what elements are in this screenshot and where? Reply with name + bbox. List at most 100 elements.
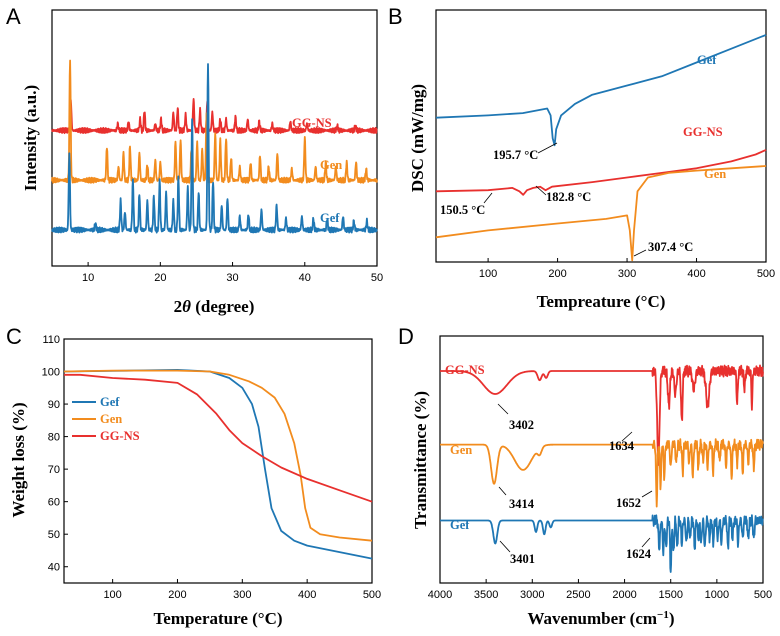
- panel-a-x-label-prefix: 2: [174, 297, 183, 316]
- annotation-307-4: 307.4 °C: [648, 240, 693, 254]
- y-tick-label: 80: [48, 432, 60, 444]
- y-tick-label: 110: [42, 334, 60, 346]
- series-label-gg-ns: GG-NS: [292, 116, 332, 130]
- panel-a-series: [51, 59, 378, 234]
- annotation-195-7: 195.7 °C: [493, 148, 538, 162]
- panel-a-frame: [51, 9, 378, 267]
- annotation-leader: [641, 537, 651, 548]
- panel-c: C 100 200 300 400 500 40 50 60 70 80 90 100 110 Gef…: [6, 324, 381, 628]
- y-tick-label: 50: [48, 529, 60, 541]
- series-label-gg-ns: GG-NS: [445, 363, 485, 377]
- panel-b-y-axis-label: DSC (mW/mg): [408, 84, 427, 192]
- annotation-3414: 3414: [509, 497, 535, 511]
- annotation-150-5: 150.5 °C: [440, 203, 485, 217]
- panel-c-legend: Gef Gen GG-NS: [72, 395, 140, 443]
- annotation-leader: [621, 431, 633, 442]
- series-line-gen: [435, 165, 767, 262]
- y-tick-label: 100: [42, 367, 60, 379]
- x-tick-label: 50: [371, 272, 383, 284]
- x-tick-label: 500: [363, 589, 381, 601]
- y-tick-label: 70: [48, 464, 60, 476]
- panel-a-y-axis-label: Intensity (a.u.): [21, 85, 40, 191]
- panel-d-x-axis-label: Wavenumber (cm−1): [528, 609, 675, 628]
- panel-a-x-axis-label: 2θ (degree): [174, 297, 255, 316]
- panel-b-label: B: [388, 4, 403, 29]
- x-tick-label: 1500: [658, 589, 682, 601]
- annotation-3402: 3402: [509, 418, 534, 432]
- legend-label-gen: Gen: [100, 412, 122, 426]
- legend-label-gg-ns: GG-NS: [100, 429, 140, 443]
- series-label-gef: Gef: [450, 518, 470, 532]
- x-tick-label: 500: [754, 589, 772, 601]
- annotation-3401: 3401: [510, 552, 535, 566]
- panel-b-x-ticks: 100 200 300 400 500: [479, 258, 775, 280]
- panel-c-x-ticks: 100 200 300 400 500: [103, 579, 381, 601]
- annotation-leader: [498, 486, 507, 496]
- series-line-gen: [63, 369, 373, 542]
- panel-a-x-ticks: 10 20 30 40 50: [82, 262, 383, 284]
- annotation-leader: [497, 403, 509, 415]
- x-tick-label: 2000: [612, 589, 636, 601]
- panel-a-x-label-theta: θ: [182, 297, 191, 316]
- x-tick-label: 10: [82, 272, 94, 284]
- panel-a-x-label-suffix: (degree): [191, 297, 254, 316]
- panel-b-series: [435, 34, 767, 262]
- panel-c-frame: [63, 338, 373, 584]
- series-line-gg-ns: [439, 364, 764, 467]
- panel-d-x-label-sup: −1: [657, 609, 669, 621]
- legend-label-gef: Gef: [100, 395, 120, 409]
- panel-d-x-label-suffix: ): [669, 609, 675, 628]
- panel-c-label: C: [6, 324, 22, 349]
- annotation-leader: [633, 249, 647, 257]
- series-line-gef: [439, 514, 764, 573]
- x-tick-label: 200: [548, 268, 566, 280]
- annotation-leader: [535, 185, 547, 196]
- annotation-1634: 1634: [609, 439, 635, 453]
- x-tick-label: 400: [298, 589, 316, 601]
- y-tick-label: 60: [48, 497, 60, 509]
- panel-b-x-axis-label: Tempreature (°C): [537, 292, 666, 311]
- annotation-leader: [537, 142, 558, 154]
- x-tick-label: 300: [233, 589, 251, 601]
- x-tick-label: 4000: [428, 589, 452, 601]
- panel-d-x-label-prefix: Wavenumber (cm: [528, 609, 658, 628]
- panel-d-series: [439, 364, 764, 573]
- series-line-gen: [439, 438, 764, 508]
- series-line-gef: [51, 63, 378, 234]
- series-line-gg-ns: [51, 98, 378, 135]
- x-tick-label: 300: [618, 268, 636, 280]
- x-tick-label: 2500: [566, 589, 590, 601]
- series-label-gen: Gen: [320, 158, 342, 172]
- series-label-gen: Gen: [704, 167, 726, 181]
- annotation-1624: 1624: [626, 547, 652, 561]
- x-tick-label: 200: [168, 589, 186, 601]
- panel-d-y-axis-label: Transmittance (%): [411, 391, 430, 529]
- y-tick-label: 40: [48, 562, 60, 574]
- annotation-leader: [483, 192, 493, 204]
- panel-c-y-axis-label: Weight loss (%): [9, 402, 28, 517]
- annotation-leader: [641, 490, 653, 498]
- series-label-gg-ns: GG-NS: [683, 125, 723, 139]
- x-tick-label: 100: [479, 268, 497, 280]
- x-tick-label: 3000: [520, 589, 544, 601]
- x-tick-label: 3500: [474, 589, 498, 601]
- panel-a-label: A: [6, 4, 21, 29]
- series-line-gg-ns: [435, 149, 767, 196]
- x-tick-label: 100: [103, 589, 121, 601]
- series-line-gef: [435, 34, 767, 147]
- panel-d-label: D: [398, 324, 414, 349]
- series-label-gen: Gen: [450, 443, 472, 457]
- panel-b-frame: [435, 9, 767, 263]
- x-tick-label: 500: [757, 268, 775, 280]
- x-tick-label: 400: [687, 268, 705, 280]
- series-label-gef: Gef: [697, 53, 717, 67]
- series-label-gef: Gef: [320, 211, 340, 225]
- x-tick-label: 40: [299, 272, 311, 284]
- series-line-gg-ns: [64, 373, 373, 503]
- x-tick-label: 30: [226, 272, 238, 284]
- annotation-leader: [499, 540, 511, 553]
- panel-c-x-axis-label: Temperature (°C): [153, 609, 282, 628]
- panel-d: D 4000 3500 3000 2500 2000 1500 1000 500 GG-NS …: [398, 324, 772, 628]
- panel-d-x-ticks: 4000 3500 3000 2500 2000 1500 1000 500: [428, 579, 772, 601]
- x-tick-label: 20: [154, 272, 166, 284]
